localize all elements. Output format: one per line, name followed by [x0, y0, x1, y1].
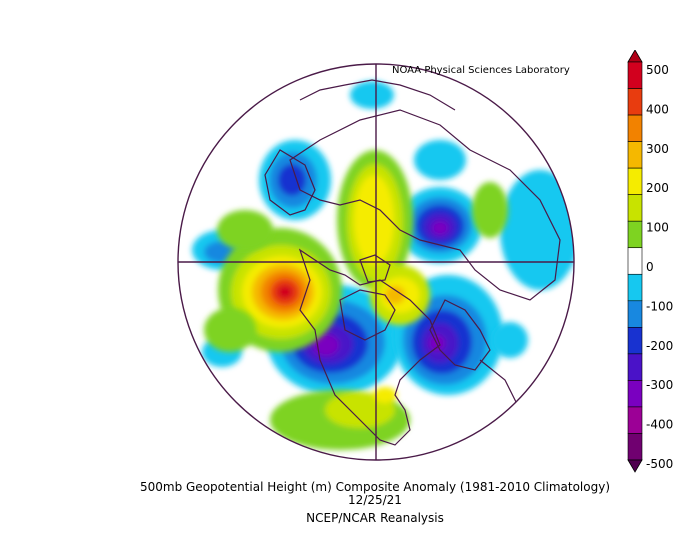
anomaly-low-misc [350, 81, 574, 358]
colorbar-segment [627, 380, 643, 408]
colorbar-segment [627, 433, 643, 461]
anomaly-low-siberia [398, 187, 482, 263]
anomaly-field [192, 81, 574, 450]
colorbar-tick-label: 500 [646, 63, 669, 77]
colorbar-bottom-arrow [627, 459, 643, 473]
caption-date: 12/25/21 [348, 493, 402, 507]
colorbar-segment [627, 167, 643, 195]
colorbar-tick-label: 300 [646, 142, 669, 156]
colorbar-tick-label: -200 [646, 339, 673, 353]
colorbar-segment [627, 353, 643, 381]
coast-arctic-islands [359, 254, 391, 283]
caption-source: NCEP/NCAR Reanalysis [306, 511, 444, 525]
colorbar-segment [627, 327, 643, 355]
colorbar-segment [627, 61, 643, 89]
colorbar-tick-label: -300 [646, 378, 673, 392]
coast-asia-east [264, 149, 316, 216]
colorbar-segment [627, 88, 643, 116]
colorbar-segment [627, 247, 643, 275]
credit-label: NOAA Physical Sciences Laboratory [392, 65, 570, 76]
colorbar-tick-label: 400 [646, 102, 669, 116]
coast-north-america [298, 248, 441, 446]
colorbar-segment [627, 114, 643, 142]
colorbar-segment [627, 194, 643, 222]
colorbar-tick-label: 200 [646, 181, 669, 195]
colorbar-tick-label: -400 [646, 418, 673, 432]
anomaly-high-arctic [337, 150, 430, 325]
coast-misc [299, 79, 456, 111]
colorbar-segment [627, 220, 643, 249]
colorbar-segment [627, 300, 643, 328]
caption-title: 500mb Geopotential Height (m) Composite … [139, 480, 610, 494]
colorbar: 500 400 300 200 100 0 -100 -200 -300 -400 -500 [627, 50, 673, 473]
colorbar-tick-label: 0 [646, 260, 654, 274]
coast-europe [429, 299, 491, 371]
colorbar-tick-label: 100 [646, 221, 669, 235]
colorbar-segment [627, 406, 643, 434]
coast-eurasia [289, 109, 561, 301]
colorbar-segment [627, 273, 643, 302]
colorbar-top-arrow [627, 50, 643, 63]
anomaly-low-east-asia [259, 140, 331, 220]
colorbar-segment [627, 141, 643, 169]
coast-greenland [339, 289, 396, 341]
colorbar-tick-label: -100 [646, 299, 673, 313]
colorbar-tick-label: -500 [646, 457, 673, 471]
